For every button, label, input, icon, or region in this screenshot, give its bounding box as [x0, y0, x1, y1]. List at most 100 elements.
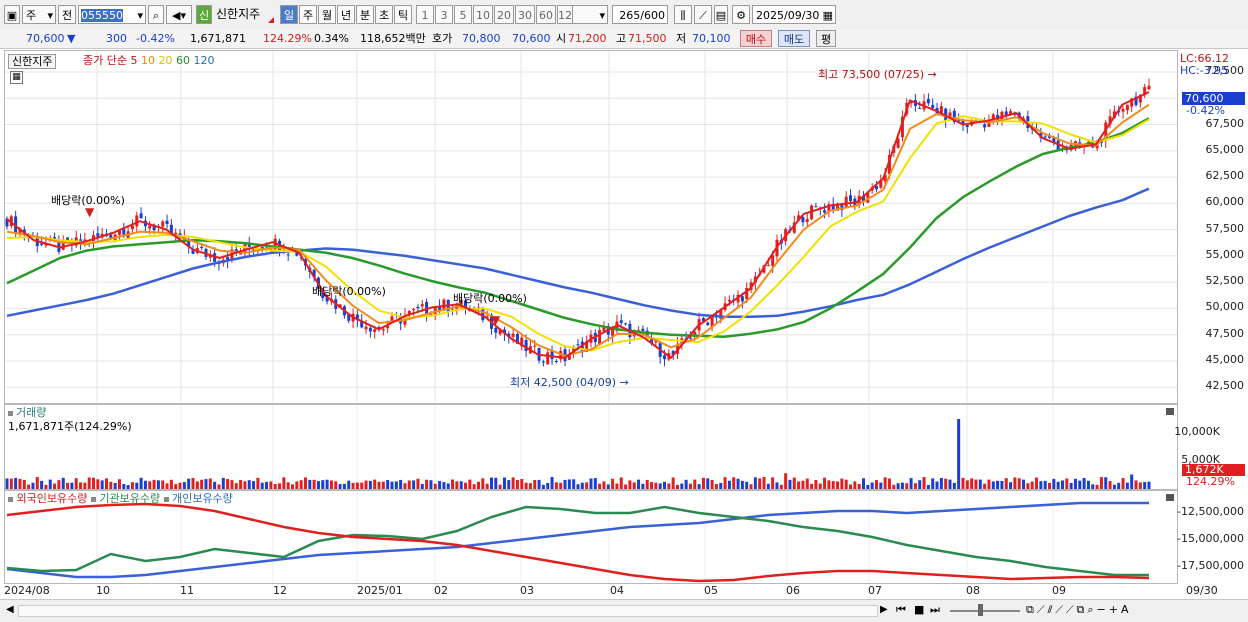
- volume-bar: [615, 483, 619, 489]
- holdings-tick: -12,500,000: [1177, 505, 1244, 518]
- market-select[interactable]: 주 ▾: [22, 5, 56, 24]
- high-price: 71,500: [628, 32, 667, 45]
- speaker-icon[interactable]: ◀▾: [166, 5, 192, 24]
- individual-line: [6, 501, 1149, 579]
- volume-bar: [44, 484, 48, 489]
- down-arrow-icon: ▼: [67, 32, 76, 45]
- forward-icon[interactable]: ⏭: [930, 603, 940, 616]
- stop-icon[interactable]: ■: [914, 603, 925, 616]
- volume-bar: [965, 480, 969, 489]
- period-tab[interactable]: 분: [356, 5, 374, 24]
- volume-bar: [926, 484, 930, 489]
- candle-body: [814, 206, 818, 208]
- price-tick: 45,000: [1205, 352, 1245, 366]
- volume-bar: [464, 482, 468, 489]
- interval-tab[interactable]: 30: [515, 5, 535, 24]
- candle-body: [152, 224, 156, 231]
- candle-body: [965, 125, 969, 127]
- holdings-pane[interactable]: 외국인보유수량 기관보유수량 개인보유수량: [4, 490, 1178, 584]
- volume-bar: [386, 480, 390, 489]
- ma-legend-60[interactable]: 60: [175, 54, 190, 67]
- quote-info-bar: 70,600 ▼ 300 -0.42% 1,671,871 124.29% 0.…: [0, 30, 1248, 49]
- period-tab[interactable]: 월: [318, 5, 336, 24]
- scroll-left-icon[interactable]: ◀: [6, 604, 14, 615]
- ma-legend-5[interactable]: 5: [130, 54, 138, 67]
- pane-close-icon[interactable]: [1166, 494, 1174, 501]
- interval-tab[interactable]: 1: [416, 5, 434, 24]
- candle-body: [1134, 96, 1138, 106]
- line-tool-icon[interactable]: ⟋: [694, 5, 712, 24]
- candle-type-icon[interactable]: ⫼: [674, 5, 692, 24]
- volume-bar: [329, 480, 333, 489]
- volume-pane[interactable]: 거래량 1,671,871주(124.29%): [4, 404, 1178, 490]
- horizontal-scrollbar[interactable]: [18, 605, 878, 617]
- pane-close-icon[interactable]: [1166, 408, 1174, 415]
- save-icon[interactable]: ▤: [714, 5, 728, 24]
- ma-line-5: [6, 91, 1150, 359]
- volume-title: 거래량: [8, 407, 46, 419]
- candle-body: [862, 195, 865, 202]
- price-chart: [5, 51, 1177, 403]
- search-icon[interactable]: ⌕: [148, 5, 164, 24]
- date-input[interactable]: 2025/09/30 ▦: [752, 5, 836, 24]
- interval-tab[interactable]: 20: [494, 5, 514, 24]
- volume-bar: [117, 479, 121, 489]
- volume-bar: [377, 481, 381, 489]
- ma-legend-10[interactable]: 10: [140, 54, 155, 67]
- prev-button[interactable]: 전: [58, 5, 76, 24]
- volume-bar: [680, 483, 684, 489]
- period-tab[interactable]: 주: [299, 5, 317, 24]
- gear-icon[interactable]: ⚙: [732, 5, 750, 24]
- zoom-slider-handle[interactable]: [978, 604, 983, 616]
- period-tab[interactable]: 년: [337, 5, 355, 24]
- interval-tab[interactable]: 60: [536, 5, 556, 24]
- volume-bar: [805, 478, 809, 489]
- interval-tab[interactable]: 10: [473, 5, 493, 24]
- ma-line-60: [6, 117, 1150, 339]
- volume-bar: [239, 480, 243, 489]
- grid-icon[interactable]: ▦: [10, 71, 23, 84]
- price-chart-pane[interactable]: 신한지주 ▦ 종가 단순 5 10 20 60 120 배당락(0.00%) ▼…: [4, 50, 1178, 404]
- sell-button[interactable]: 매도: [778, 30, 810, 47]
- volume-bar: [650, 482, 654, 489]
- holdings-chart: [6, 491, 1150, 583]
- volume-bar: [61, 477, 65, 489]
- ma-legend-120[interactable]: 120: [193, 54, 215, 67]
- eval-button[interactable]: 평: [816, 30, 836, 47]
- volume-bar: [533, 480, 537, 489]
- volume-bar: [836, 481, 840, 489]
- volume-bar: [918, 480, 922, 489]
- ma-legend-20[interactable]: 20: [158, 54, 173, 67]
- period-tab[interactable]: 일: [280, 5, 298, 24]
- legend-foreign[interactable]: 외국인보유수량: [16, 492, 88, 505]
- data-count-input[interactable]: 265/600: [612, 5, 668, 24]
- turnover-rate: 0.34%: [314, 32, 349, 45]
- legend-institution[interactable]: 기관보유수량: [99, 492, 161, 505]
- buy-button[interactable]: 매수: [740, 30, 772, 47]
- period-tab[interactable]: 초: [375, 5, 393, 24]
- period-tab[interactable]: 틱: [394, 5, 412, 24]
- chart-layout-icon[interactable]: ▣: [4, 5, 20, 24]
- play-icon[interactable]: ▶: [880, 604, 888, 615]
- dividend-arrow-icon: ▼: [85, 205, 95, 219]
- stock-code-input[interactable]: 055550 ▾: [78, 5, 146, 24]
- volume-bar: [35, 477, 39, 489]
- candle-body: [1099, 141, 1103, 143]
- volume-bar: [580, 482, 584, 489]
- zoom-slider[interactable]: [950, 610, 1020, 612]
- volume-value: 1,671,871: [190, 32, 246, 45]
- interval-tab[interactable]: 3: [435, 5, 453, 24]
- volume-bar: [598, 483, 602, 489]
- volume-bar: [983, 483, 987, 489]
- price-axis: 72,50070,00067,50065,00062,50060,00057,5…: [1178, 50, 1248, 404]
- interval-dropdown[interactable]: ▾: [572, 5, 608, 24]
- candle-body: [598, 330, 602, 345]
- volume-bar: [18, 478, 22, 489]
- volume-bar: [57, 480, 61, 489]
- legend-individual[interactable]: 개인보유수량: [172, 492, 233, 505]
- drawing-tools-icons[interactable]: ⧉⟋⫽⟋⟋⧉⌕−+A: [1026, 603, 1132, 616]
- volume-bar: [368, 480, 372, 489]
- interval-tab[interactable]: 5: [454, 5, 472, 24]
- rewind-icon[interactable]: ⏮: [896, 603, 906, 616]
- candle-body: [360, 320, 364, 328]
